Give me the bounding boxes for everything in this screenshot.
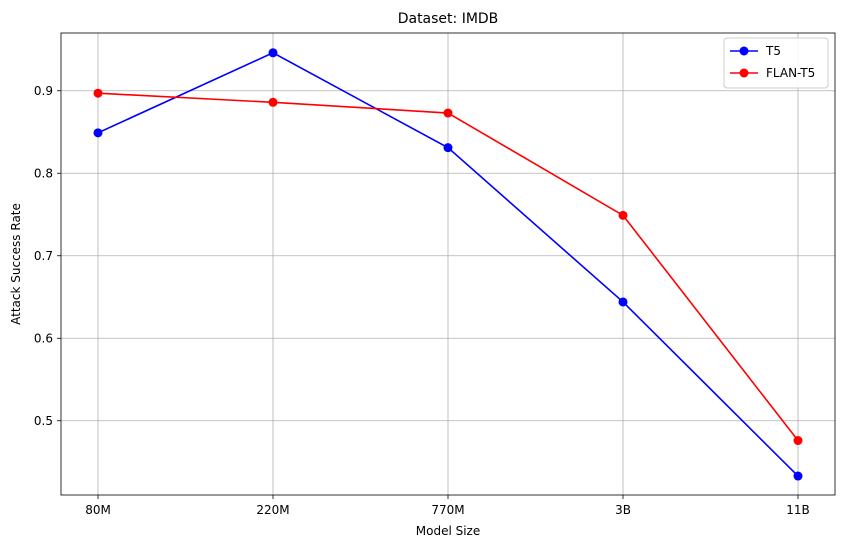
y-axis-label: Attack Success Rate bbox=[9, 203, 23, 325]
data-point bbox=[268, 48, 278, 58]
y-tick-label: 0.9 bbox=[34, 84, 53, 98]
data-point bbox=[93, 128, 103, 138]
chart-title: Dataset: IMDB bbox=[398, 11, 499, 27]
series-t5 bbox=[93, 48, 803, 481]
plot-frame bbox=[60, 32, 836, 496]
y-tick-label: 0.7 bbox=[34, 249, 53, 263]
axes: 80M 220M 770M 3B 11B 0.5 0.6 0.7 0.8 0.9 bbox=[34, 32, 836, 517]
legend-marker bbox=[739, 68, 749, 78]
data-point bbox=[793, 436, 803, 446]
legend-marker bbox=[739, 46, 749, 56]
legend-item: FLAN-T5 bbox=[730, 66, 815, 80]
y-tick-label: 0.5 bbox=[34, 414, 53, 428]
legend-label: T5 bbox=[765, 44, 781, 58]
series-flan-t5 bbox=[93, 88, 803, 446]
series-layer bbox=[93, 48, 803, 481]
data-point bbox=[268, 97, 278, 107]
y-tick-label: 0.8 bbox=[34, 166, 53, 180]
data-point bbox=[618, 210, 628, 220]
data-point bbox=[443, 108, 453, 118]
x-axis-label: Model Size bbox=[416, 524, 480, 538]
legend-item: T5 bbox=[730, 44, 781, 58]
y-tick-label: 0.6 bbox=[34, 331, 53, 345]
x-tick-label: 80M bbox=[85, 503, 111, 517]
data-point bbox=[793, 471, 803, 481]
grid bbox=[61, 33, 835, 495]
data-point bbox=[618, 297, 628, 307]
x-tick-label: 770M bbox=[431, 503, 464, 517]
data-point bbox=[443, 143, 453, 153]
legend-label: FLAN-T5 bbox=[766, 66, 815, 80]
legend: T5 FLAN-T5 bbox=[723, 37, 829, 89]
x-tick-label: 11B bbox=[786, 503, 810, 517]
x-tick-label: 220M bbox=[256, 503, 289, 517]
data-point bbox=[93, 88, 103, 98]
x-tick-label: 3B bbox=[615, 503, 631, 517]
